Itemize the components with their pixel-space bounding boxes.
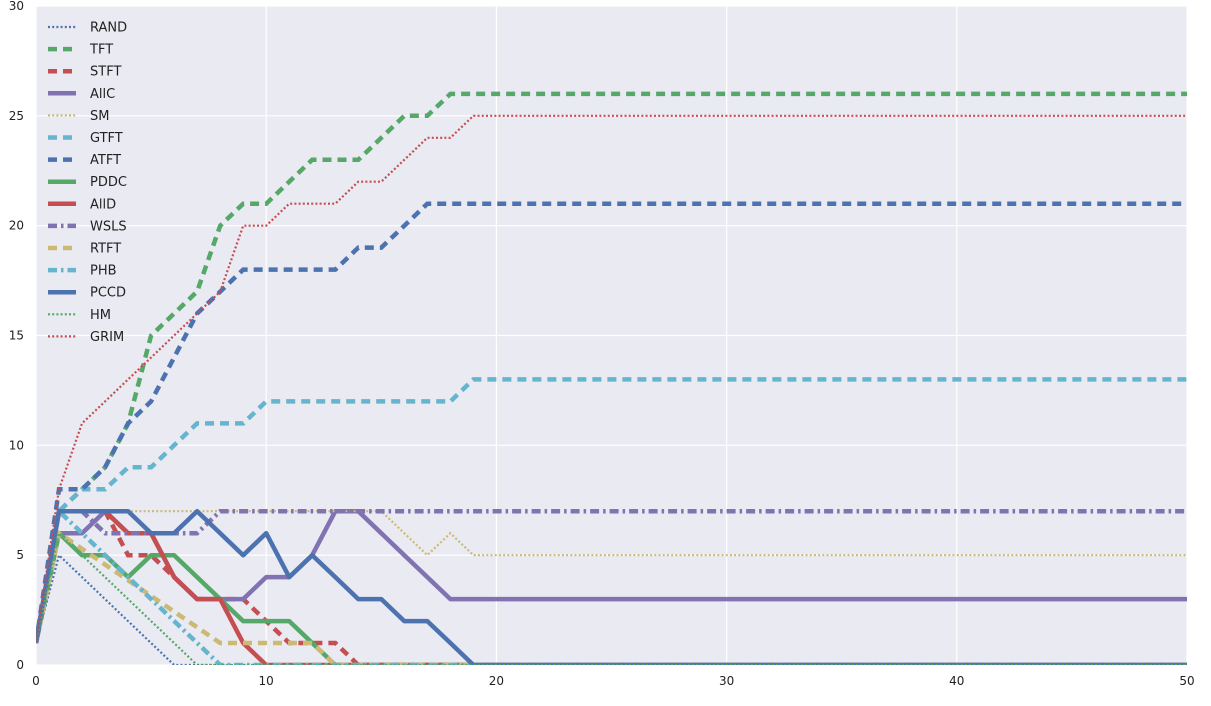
legend-label-rtft: RTFT: [90, 242, 121, 257]
series-line-grim: [36, 114, 1187, 644]
y-tick-label: 25: [9, 109, 24, 123]
legend-label-tft: TFT: [89, 43, 113, 58]
series-line-tft: [36, 91, 1187, 644]
legend-label-alld: AllD: [90, 197, 116, 212]
series-line-stft: [36, 508, 1187, 665]
legend-label-pddc: PDDC: [90, 175, 127, 190]
series-line-hm: [36, 531, 1187, 665]
y-tick-label: 0: [16, 658, 24, 672]
x-tick-label: 20: [489, 674, 504, 688]
x-tick-label: 10: [259, 674, 274, 688]
series-line-gtft: [36, 377, 1187, 644]
legend-label-grim: GRIM: [90, 330, 124, 345]
y-tick-label: 5: [16, 548, 24, 562]
legend-label-gtft: GTFT: [90, 131, 123, 146]
x-tick-label: 40: [949, 674, 964, 688]
series-line-pccd: [36, 508, 1187, 665]
legend-label-rand: RAND: [90, 21, 127, 36]
legend-label-stft: STFT: [90, 65, 121, 80]
series-group: [36, 91, 1187, 665]
y-tick-label: 10: [9, 438, 24, 452]
y-tick-label: 30: [9, 0, 24, 13]
y-tick-label: 20: [9, 219, 24, 233]
legend-label-pccd: PCCD: [90, 286, 126, 301]
series-line-pddc: [36, 530, 1187, 665]
legend-label-hm: HM: [90, 308, 111, 323]
legend-label-phb: PHB: [90, 264, 117, 279]
legend-label-wsls: WSLS: [90, 219, 127, 234]
legend: RAND TFT STFT AllC SM GTFT ATFT PDDC AllD WSLS RTF…: [48, 21, 127, 345]
x-tick-label: 50: [1179, 674, 1194, 688]
legend-label-atft: ATFT: [90, 153, 121, 168]
legend-label-allc: AllC: [90, 87, 115, 102]
series-line-atft: [36, 201, 1187, 644]
x-tick-label: 0: [32, 674, 40, 688]
y-tick-label: 15: [9, 329, 24, 343]
legend-label-sm: SM: [90, 109, 109, 124]
x-tick-label: 30: [719, 674, 734, 688]
